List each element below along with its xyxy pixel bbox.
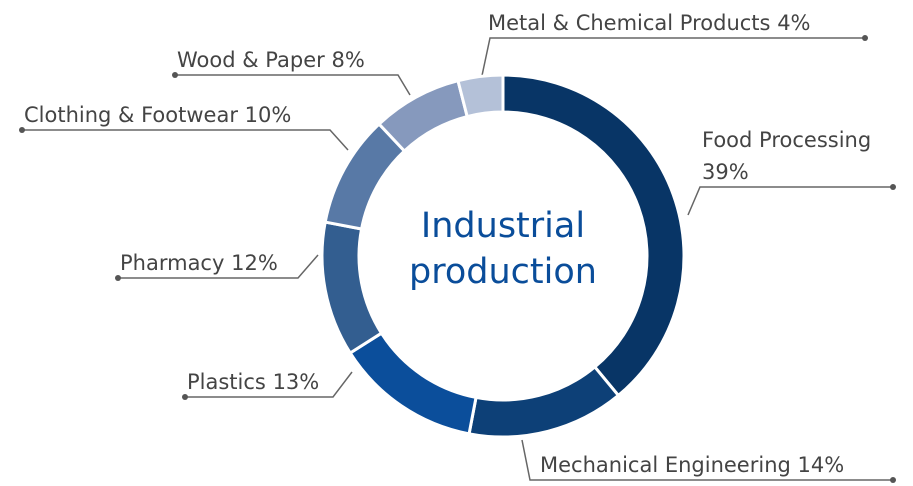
value-label: 13% [272,370,320,394]
value-label: 8% [331,48,365,72]
slice-label: Metal & Chemical Products 4% [488,7,811,39]
donut-segment [348,331,478,436]
category-label: Clothing & Footwear [24,103,238,127]
category-label: Pharmacy [120,251,225,275]
value-label: 14% [797,453,845,477]
slice-label: Pharmacy 12% [120,247,278,279]
center-label: production [409,252,597,292]
value-label: 39% [702,160,749,184]
donut-segment [320,220,384,356]
slice-label: Wood & Paper 8% [177,44,365,76]
donut-segment [467,364,621,439]
slice-label: Mechanical Engineering 14% [540,449,844,481]
leader-lines [19,35,896,483]
slice-label: Plastics 13% [187,366,319,398]
category-label: Plastics [187,370,266,394]
value-label: 4% [777,11,811,35]
category-label: Wood & Paper [177,48,325,72]
slice-label: Food Processing 39% [702,124,902,188]
slice-label: Clothing & Footwear 10% [24,99,291,131]
donut-segment [456,73,505,119]
category-label: Food Processing [702,128,872,152]
value-label: 10% [244,103,292,127]
value-label: 12% [231,251,278,275]
category-label: Mechanical Engineering [540,453,791,477]
center-label: Industrial [421,206,585,246]
category-label: Metal & Chemical Products [488,11,771,35]
